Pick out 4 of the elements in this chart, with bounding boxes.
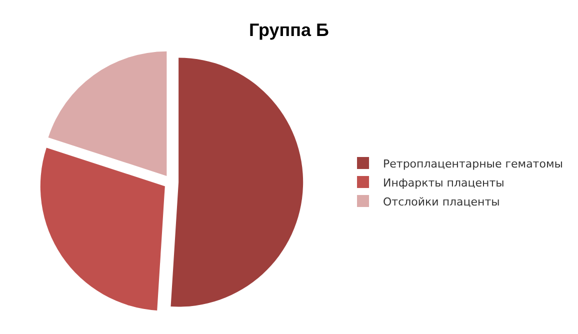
legend-label: Инфаркты плаценты [383,176,504,190]
legend-label: Отслойки плаценты [383,195,500,208]
legend-label: Ретроплацентарные гематомы [383,157,563,170]
chart-title: Группа Б [249,20,330,40]
